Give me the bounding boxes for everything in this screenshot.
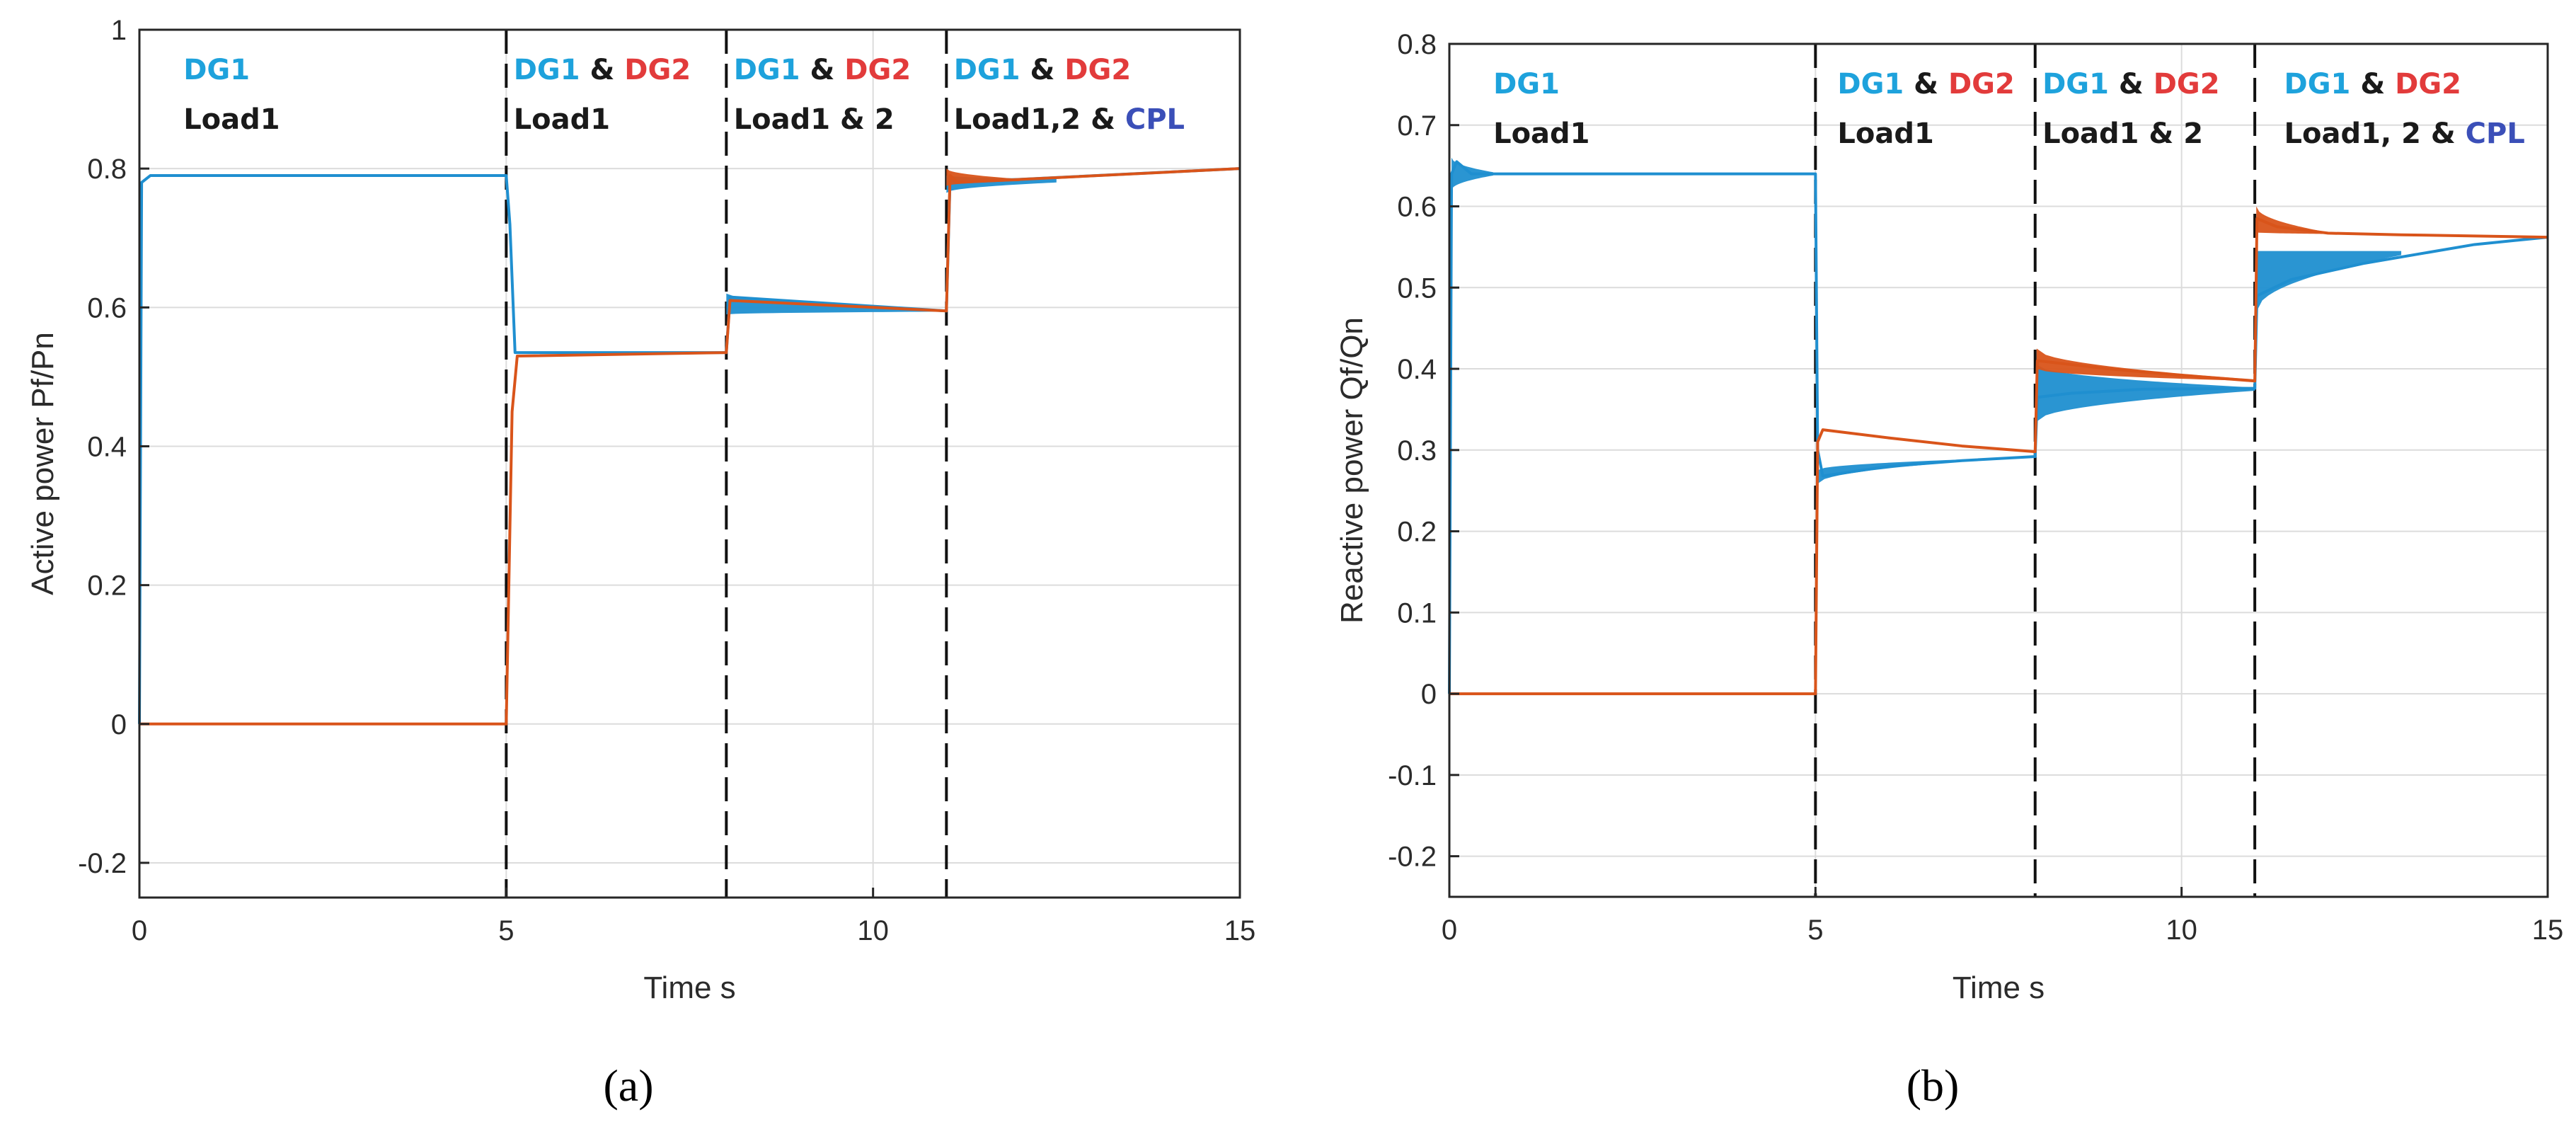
series-dg2-line	[1449, 217, 2548, 696]
x-tick-label: 10	[857, 915, 889, 946]
y-tick-label: 1	[111, 15, 127, 46]
annotation-segment: DG2	[2154, 68, 2220, 101]
series-dg2-oscillation-band	[2036, 348, 2255, 382]
plot-area-frame	[1448, 42, 2549, 898]
annotation-segment: DG2	[624, 54, 691, 86]
annotation-segment: &	[580, 54, 625, 86]
y-tick-label: -0.1	[1388, 760, 1437, 791]
annotation-text: DG1 & DG2	[514, 54, 691, 86]
annotation-text: Load1	[1837, 118, 1933, 150]
x-tick-label: 10	[2166, 915, 2197, 946]
x-tick-label: 5	[498, 915, 514, 946]
annotation-segment: Load1 & 2	[2042, 118, 2203, 150]
series-dg1-oscillation-band	[1817, 458, 1999, 485]
panel-b: 0 5 10 15 -0.2 -0.1 0 0.1 0.2 0.3 0.4 0.5 0.6 0.7 0.8 T…	[1335, 29, 2563, 1005]
annotation-segment: DG1	[954, 54, 1020, 86]
annotation-segment: Load1	[514, 103, 610, 136]
y-tick-label: 0.6	[87, 292, 127, 323]
y-tick-label: 0.4	[87, 431, 127, 462]
annotation-segment: Load1 & 2	[734, 103, 895, 136]
annotation-segment: Load1	[1837, 118, 1933, 150]
x-tick-label: 15	[2532, 915, 2564, 946]
x-tick-label: 15	[1224, 915, 1256, 946]
y-tick-label: 0.8	[1397, 29, 1437, 60]
annotation-segment: DG1	[1493, 68, 1560, 101]
annotation-segment: DG1	[2284, 68, 2351, 101]
annotation-text: Load1 & 2	[734, 103, 895, 136]
annotation-text: DG1 & DG2	[2284, 68, 2461, 101]
annotation-text: DG1 & DG2	[1837, 68, 2014, 101]
y-tick-label: 0	[111, 709, 127, 740]
y-tick-label: 0.4	[1397, 354, 1437, 385]
y-axis-label: Reactive power Qf/Qn	[1335, 317, 1369, 624]
annotation-text: Load1, 2 & CPL	[2284, 118, 2525, 150]
annotation-segment: CPL	[2466, 118, 2525, 150]
y-tick-label: 0.2	[87, 571, 127, 602]
annotation-segment: DG1	[2042, 68, 2109, 101]
y-tick-label: -0.2	[78, 848, 127, 879]
y-tick-label: 0.2	[1397, 517, 1437, 548]
annotation-segment: Load1	[1493, 118, 1589, 150]
x-tick-label: 5	[1807, 915, 1823, 946]
y-tick-label: 0.6	[1397, 192, 1437, 223]
y-tick-label: 0.3	[1397, 435, 1437, 466]
y-tick-label: 0.8	[87, 154, 127, 185]
annotation-text: Load1	[1493, 118, 1589, 150]
annotation-text: DG1 & DG2	[2042, 68, 2219, 101]
y-tick-label: 0	[1421, 679, 1437, 710]
series-dg1-line	[1448, 160, 2548, 694]
annotation-text: Load1	[514, 103, 610, 136]
series-dg2-line	[139, 167, 1241, 726]
annotation-segment: DG1	[183, 54, 250, 86]
annotation-segment: &	[800, 54, 845, 86]
annotation-text: Load1,2 & CPL	[954, 103, 1185, 136]
x-axis-label: Time s	[1953, 970, 2045, 1005]
panel-b-caption: (b)	[1907, 1060, 1960, 1111]
annotation-segment: DG2	[1064, 54, 1131, 86]
annotation-text: Load1 & 2	[2042, 118, 2203, 150]
x-axis-label: Time s	[643, 970, 735, 1005]
panel-a: 0 5 10 15 -0.2 0 0.2 0.4 0.6 0.8 1 Time s Active pow…	[25, 15, 1255, 1005]
panel-a-caption: (a)	[603, 1060, 653, 1111]
annotation-segment: DG1	[514, 54, 580, 86]
y-tick-label: 0.1	[1397, 597, 1437, 629]
annotation-segment: Load1	[183, 103, 280, 136]
annotation-segment: Load1,2 &	[954, 103, 1125, 136]
y-tick-label: 0.5	[1397, 273, 1437, 304]
annotation-text: Load1	[183, 103, 280, 136]
y-axis-label: Active power Pf/Pn	[25, 332, 60, 595]
annotation-segment: &	[1020, 54, 1065, 86]
annotation-text: DG1	[1493, 68, 1560, 101]
annotation-text: DG1 & DG2	[734, 54, 911, 86]
x-tick-label: 0	[1442, 915, 1457, 946]
series-dg1-oscillation-band	[2036, 365, 2255, 422]
x-tick-label: 0	[132, 915, 147, 946]
annotation-segment: CPL	[1125, 103, 1185, 136]
annotation-text: DG1 & DG2	[954, 54, 1131, 86]
annotation-text: DG1	[183, 54, 250, 86]
annotation-segment: &	[2109, 68, 2154, 101]
series-dg1-oscillation-band	[2256, 251, 2402, 312]
annotation-segment: DG2	[1948, 68, 2015, 101]
annotation-segment: DG1	[1837, 68, 1904, 101]
annotation-segment: DG2	[2395, 68, 2461, 101]
annotation-segment: Load1, 2 &	[2284, 118, 2466, 150]
plot-area-frame	[138, 28, 1241, 899]
y-tick-label: -0.2	[1388, 842, 1437, 873]
annotation-segment: DG2	[844, 54, 911, 86]
annotation-segment: &	[1904, 68, 1948, 101]
annotation-segment: &	[2350, 68, 2395, 101]
y-tick-label: 0.7	[1397, 110, 1437, 142]
annotation-segment: DG1	[734, 54, 800, 86]
